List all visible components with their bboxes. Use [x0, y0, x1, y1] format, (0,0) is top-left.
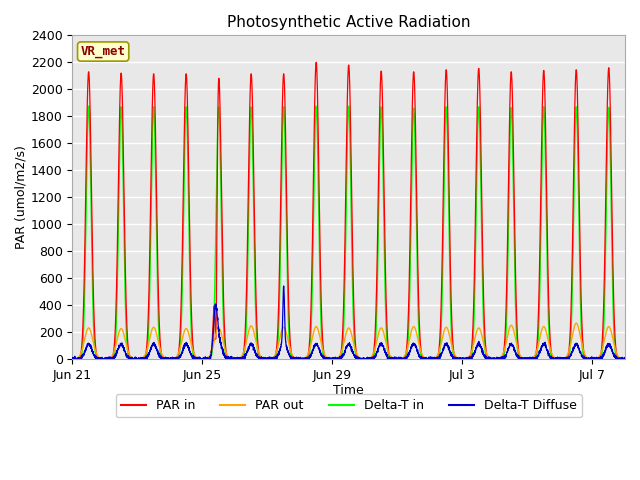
X-axis label: Time: Time: [333, 384, 364, 397]
Title: Photosynthetic Active Radiation: Photosynthetic Active Radiation: [227, 15, 470, 30]
Legend: PAR in, PAR out, Delta-T in, Delta-T Diffuse: PAR in, PAR out, Delta-T in, Delta-T Dif…: [116, 395, 582, 418]
Y-axis label: PAR (umol/m2/s): PAR (umol/m2/s): [15, 145, 28, 249]
Text: VR_met: VR_met: [81, 45, 125, 58]
